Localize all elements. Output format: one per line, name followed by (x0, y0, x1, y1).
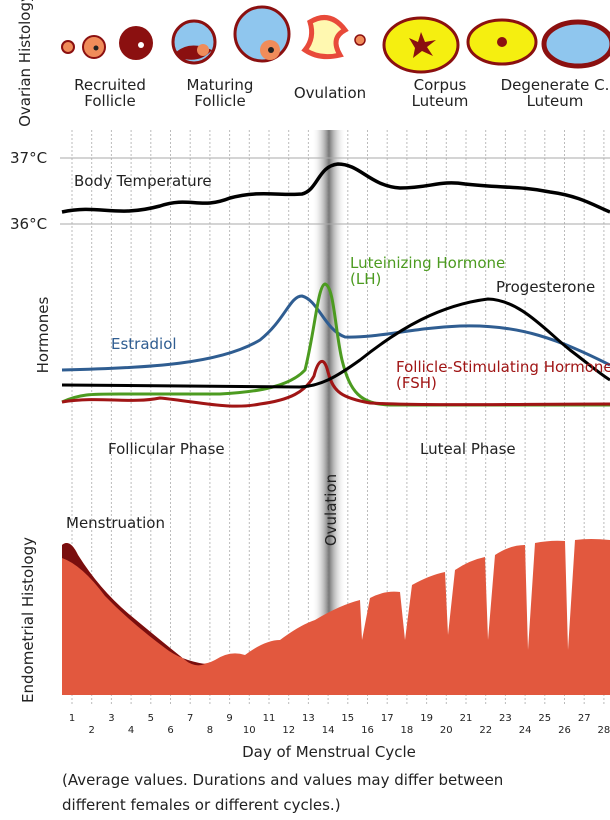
day-label: 23 (499, 713, 512, 724)
day-label: 22 (479, 725, 492, 736)
day-label: 15 (341, 713, 354, 724)
day-label: 24 (519, 725, 532, 736)
follicular-label: Follicular Phase (108, 440, 225, 458)
day-label: 5 (148, 713, 154, 724)
day-label: 7 (187, 713, 193, 724)
day-label: 20 (440, 725, 453, 736)
day-label: 4 (128, 725, 134, 736)
day-label: 11 (263, 713, 276, 724)
day-label: 10 (243, 725, 256, 736)
wrapped-label: Ovulation (294, 84, 366, 102)
ovarian-label: Ovarian Histology (16, 0, 34, 127)
wrapped-label: Luteinizing Hormone(LH) (350, 254, 505, 288)
day-label: 6 (167, 725, 173, 736)
progesterone-label: Progesterone (496, 278, 595, 296)
day-label: 26 (558, 725, 571, 736)
day-label: 25 (538, 713, 551, 724)
temp-low: 36°C (10, 215, 47, 233)
day-label: 18 (401, 725, 414, 736)
day-label: 28 (598, 725, 610, 736)
day-label: 12 (282, 725, 295, 736)
day-label: 3 (108, 713, 114, 724)
temp-high: 37°C (10, 149, 47, 167)
temp-title: Body Temperature (74, 172, 212, 190)
caption-line: different females or different cycles.) (62, 796, 341, 814)
day-label: 27 (578, 713, 591, 724)
estradiol-label: Estradiol (111, 335, 177, 353)
hormones-label: Hormones (34, 296, 52, 373)
day-label: 14 (322, 725, 335, 736)
x-axis-title: Day of Menstrual Cycle (242, 743, 416, 761)
day-label: 17 (381, 713, 394, 724)
day-label: 21 (460, 713, 473, 724)
day-label: 9 (226, 713, 232, 724)
caption-line: (Average values. Durations and values ma… (62, 771, 503, 789)
luteal-label: Luteal Phase (420, 440, 516, 458)
ovulation-label: Ovulation (322, 474, 340, 546)
menstruation-label: Menstruation (66, 514, 165, 532)
wrapped-label: Degenerate C.Luteum (501, 76, 610, 110)
day-label: 8 (207, 725, 213, 736)
day-label: 16 (361, 725, 374, 736)
endometrial-label: Endometrial Histology (19, 537, 37, 703)
day-label: 19 (420, 713, 433, 724)
diagram: Ovarian Histology Endometrial Histology … (0, 0, 610, 820)
wrapped-label: Follicle-Stimulating Hormone(FSH) (396, 358, 610, 392)
day-label: 13 (302, 713, 315, 724)
day-label: 2 (89, 725, 95, 736)
ovary-icons (62, 7, 610, 72)
day-label: 1 (69, 713, 75, 724)
